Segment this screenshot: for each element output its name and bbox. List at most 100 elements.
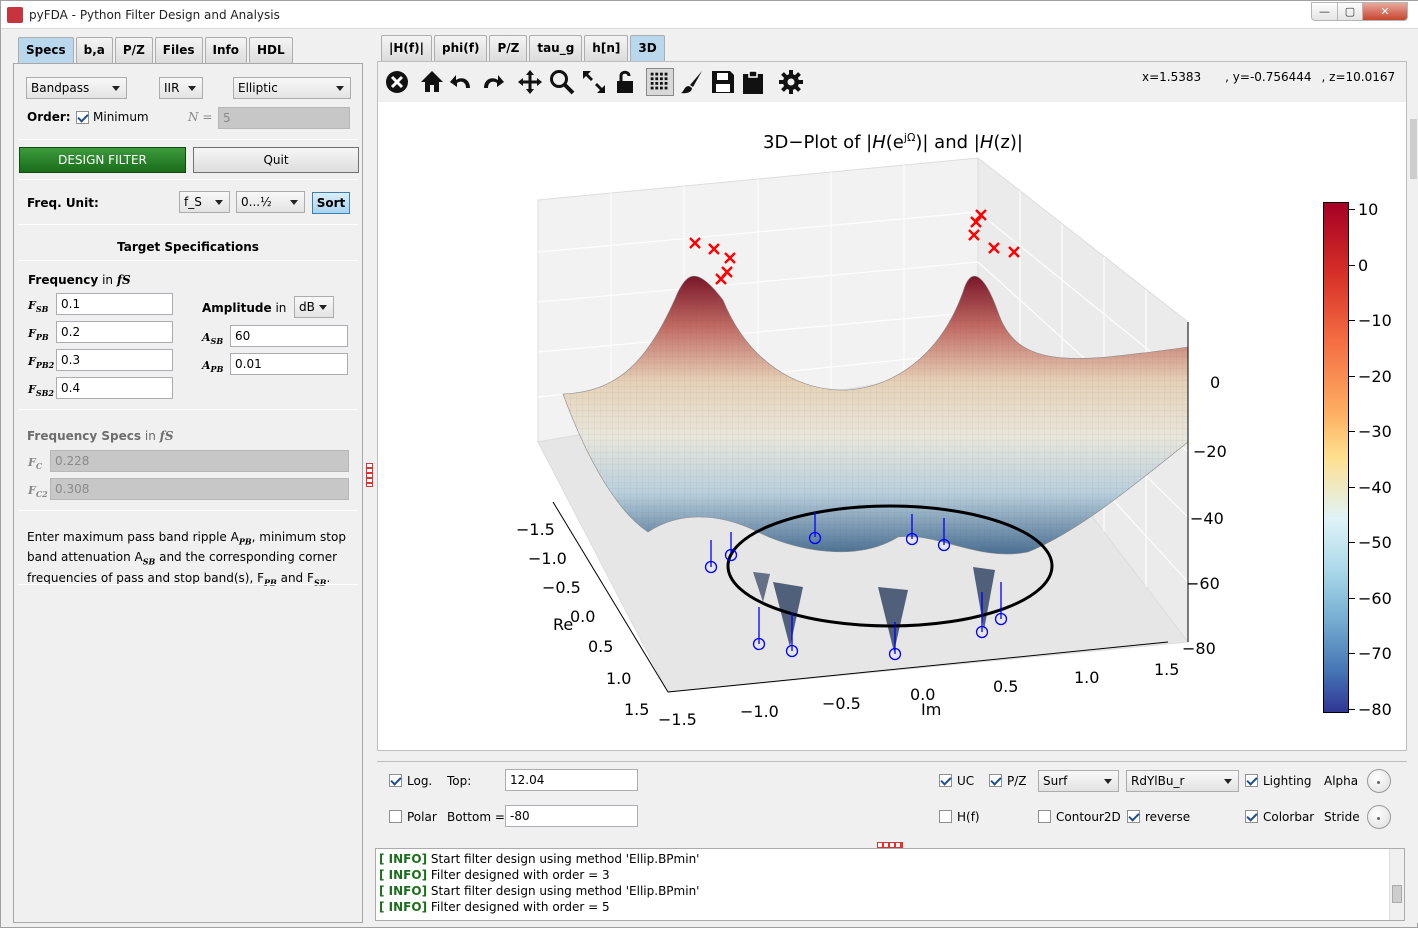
plot-style-select[interactable]: Surf bbox=[1038, 770, 1119, 792]
left-tabbar: Specs b,a P/Z Files Info HDL bbox=[18, 37, 295, 63]
colorbar-tick: −50 bbox=[1358, 533, 1392, 552]
re-tick: −1.0 bbox=[528, 549, 567, 568]
tab-3d[interactable]: 3D bbox=[630, 35, 665, 61]
tab-hdl[interactable]: HDL bbox=[248, 37, 293, 63]
apb-label: APB bbox=[202, 359, 224, 375]
fsb-input[interactable]: 0.1 bbox=[56, 293, 173, 315]
close-window-button[interactable]: ✕ bbox=[1362, 2, 1408, 21]
apb-input[interactable]: 0.01 bbox=[230, 353, 348, 375]
top-input[interactable]: 12.04 bbox=[505, 769, 638, 791]
grid-icon[interactable] bbox=[646, 68, 674, 96]
save-icon[interactable] bbox=[709, 68, 737, 96]
undo-icon[interactable] bbox=[448, 68, 476, 96]
im-tick: 0.0 bbox=[910, 685, 936, 704]
im-tick: 0.5 bbox=[993, 677, 1019, 696]
tab-magnitude[interactable]: |H(f)| bbox=[381, 35, 432, 61]
fc-input[interactable]: 0.228 bbox=[50, 450, 349, 472]
order-n-input[interactable]: 5 bbox=[218, 107, 350, 129]
uc-checkbox[interactable] bbox=[939, 774, 952, 787]
plot-area: x=1.5383, y=-0.756444, z=10.0167 3D−Plot… bbox=[375, 33, 1408, 923]
lock-icon[interactable] bbox=[611, 68, 639, 96]
quit-button[interactable]: Quit bbox=[193, 147, 359, 173]
order-n-label: N = bbox=[188, 110, 213, 124]
fpb2-input[interactable]: 0.3 bbox=[56, 349, 173, 371]
sort-button[interactable]: Sort bbox=[312, 192, 350, 214]
tab-info[interactable]: Info bbox=[204, 37, 247, 63]
tab-pole-zero[interactable]: P/Z bbox=[489, 35, 528, 61]
app-logo-icon bbox=[7, 7, 23, 23]
z-tick: −60 bbox=[1186, 574, 1220, 593]
fc2-input[interactable]: 0.308 bbox=[50, 478, 349, 500]
hf-checkbox[interactable] bbox=[939, 810, 952, 823]
colormap-select[interactable]: RdYlBu_r bbox=[1126, 770, 1239, 792]
pan-icon[interactable] bbox=[516, 68, 544, 96]
z-tick: −40 bbox=[1190, 509, 1224, 528]
minimize-button[interactable]: — bbox=[1311, 2, 1338, 21]
log-scrollbar[interactable] bbox=[1389, 849, 1404, 920]
brush-icon[interactable] bbox=[678, 68, 706, 96]
tab-ba[interactable]: b,a bbox=[75, 37, 113, 63]
reverse-checkbox[interactable] bbox=[1127, 810, 1140, 823]
vertical-splitter[interactable] bbox=[366, 33, 374, 923]
re-tick: 1.5 bbox=[624, 700, 650, 719]
freq-range-select[interactable]: 0...½ bbox=[236, 191, 305, 213]
log-window[interactable]: [ INFO] Start filter design using method… bbox=[375, 848, 1405, 921]
stride-dial[interactable] bbox=[1367, 805, 1391, 829]
fsb2-input[interactable]: 0.4 bbox=[56, 377, 173, 399]
pz-checkbox[interactable] bbox=[989, 774, 1002, 787]
reverse-label: reverse bbox=[1145, 810, 1191, 824]
plot-toolbar: x=1.5383, y=-0.756444, z=10.0167 bbox=[378, 62, 1406, 102]
filter-type-select[interactable]: IIR bbox=[159, 77, 203, 99]
redo-icon[interactable] bbox=[478, 68, 506, 96]
target-specs-title: Target Specifications bbox=[117, 240, 259, 254]
log-checkbox[interactable] bbox=[389, 774, 402, 787]
lighting-checkbox[interactable] bbox=[1245, 774, 1258, 787]
bottom-input[interactable]: -80 bbox=[505, 805, 638, 827]
polar-checkbox[interactable] bbox=[389, 810, 402, 823]
re-tick: 0.5 bbox=[588, 637, 614, 656]
colorbar-tick: −30 bbox=[1358, 422, 1392, 441]
response-type-select[interactable]: Bandpass bbox=[26, 77, 127, 99]
clipboard-icon[interactable] bbox=[739, 68, 767, 96]
design-method-select[interactable]: Elliptic bbox=[233, 77, 351, 99]
home-icon[interactable] bbox=[418, 68, 446, 96]
window-scrollbar[interactable] bbox=[1409, 29, 1418, 923]
fsb-label: FSB bbox=[28, 299, 49, 315]
re-tick: 1.0 bbox=[606, 669, 632, 688]
fc2-label: FC2 bbox=[28, 484, 48, 500]
lighting-label: Lighting bbox=[1263, 774, 1312, 788]
fc-label: FC bbox=[28, 456, 43, 472]
surface-plot-3d[interactable] bbox=[378, 62, 1408, 752]
colorbar-checkbox[interactable] bbox=[1245, 810, 1258, 823]
im-axis-label: Im bbox=[921, 700, 942, 719]
close-icon[interactable] bbox=[383, 68, 411, 96]
tab-specs[interactable]: Specs bbox=[18, 37, 74, 63]
zoom-icon[interactable] bbox=[548, 68, 576, 96]
horizontal-splitter[interactable] bbox=[377, 841, 1407, 848]
pz-label: P/Z bbox=[1007, 774, 1027, 788]
bottom-label: Bottom = bbox=[447, 810, 505, 824]
tab-phase[interactable]: phi(f) bbox=[434, 35, 488, 61]
tab-impulse[interactable]: h[n] bbox=[584, 35, 629, 61]
maximize-button[interactable]: ▢ bbox=[1337, 2, 1363, 21]
im-tick: −1.5 bbox=[658, 710, 697, 729]
contour2d-checkbox[interactable] bbox=[1038, 810, 1051, 823]
design-filter-button[interactable]: DESIGN FILTER bbox=[19, 147, 186, 173]
log-line: [ INFO] Filter designed with order = 5 bbox=[379, 900, 610, 914]
minimum-order-checkbox[interactable] bbox=[76, 111, 89, 124]
colorbar-tick: 0 bbox=[1358, 256, 1369, 275]
fpb-input[interactable]: 0.2 bbox=[56, 321, 173, 343]
fullscreen-icon[interactable] bbox=[580, 68, 608, 96]
settings-icon[interactable] bbox=[777, 68, 805, 96]
tab-pz[interactable]: P/Z bbox=[114, 37, 153, 63]
freq-unit-select[interactable]: f_S bbox=[179, 191, 230, 213]
alpha-dial[interactable] bbox=[1367, 769, 1391, 793]
window-title: pyFDA - Python Filter Design and Analysi… bbox=[29, 8, 280, 22]
polar-label: Polar bbox=[407, 810, 437, 824]
amplitude-unit-select[interactable]: dB bbox=[294, 296, 334, 318]
colorbar-label: Colorbar bbox=[1263, 810, 1315, 824]
tab-files[interactable]: Files bbox=[154, 37, 203, 63]
tab-group-delay[interactable]: tau_g bbox=[529, 35, 583, 61]
asb-input[interactable]: 60 bbox=[230, 325, 348, 347]
